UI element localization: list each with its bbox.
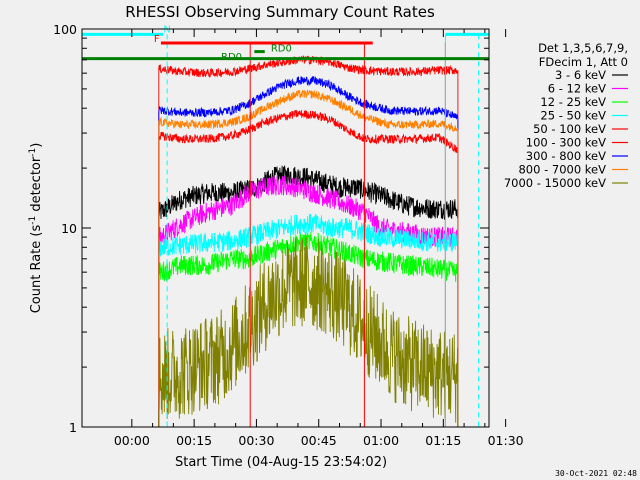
y-tick-label: 100 <box>53 22 77 37</box>
y-tick-label: 10 <box>61 221 77 236</box>
y-axis-label-main: Count Rate (s <box>29 225 44 314</box>
y-axis-label: Count Rate (s-1 detector-1) <box>28 143 44 314</box>
x-axis-label: Start Time (04-Aug-15 23:54:02) <box>175 455 387 470</box>
legend-header-line-2: FDecim 1, Att 0 <box>539 55 628 69</box>
flag-label-n-1: N <box>163 25 170 36</box>
y-axis-label-mid: detector <box>29 156 44 216</box>
series-line-25-50-kev <box>158 213 459 427</box>
x-tick-label: 00:00 <box>114 433 150 448</box>
x-tick-label: 00:45 <box>301 433 337 448</box>
legend-label-3-6-kev: 3 - 6 keV <box>555 68 606 82</box>
x-tick-label: 01:30 <box>488 433 524 448</box>
legend-label-50-100-kev: 50 - 100 keV <box>533 122 606 136</box>
legend-label-300-800-kev: 300 - 800 keV <box>526 149 606 163</box>
series-line-50-100-kev <box>158 109 459 427</box>
x-tick-label: 00:15 <box>176 433 212 448</box>
series-line-12-25-kev <box>158 231 459 427</box>
series-line-7000-15000-kev <box>158 236 459 427</box>
x-tick-label: 01:00 <box>363 433 399 448</box>
axis-ticks: 00:00 00:15 00:30 00:45 01:00 01:15 01:30 1 10 10… <box>53 22 524 448</box>
y-axis-label-exp2: -1 <box>28 148 38 157</box>
flag-label-rd0-3: RD0 <box>271 44 292 55</box>
y-axis-label-end: ) <box>29 143 44 148</box>
y-tick-label: 1 <box>69 420 77 435</box>
legend-label-800-7000-kev: 800 - 7000 keV <box>518 163 606 177</box>
x-tick-label: 00:30 <box>238 433 274 448</box>
flag-label-f-2: F <box>154 34 160 45</box>
legend-label-100-300-kev: 100 - 300 keV <box>526 136 606 150</box>
flag-label-rd0-4: RD0 <box>221 52 242 63</box>
x-tick-label: 01:15 <box>425 433 461 448</box>
series-line-3-6-kev <box>158 165 459 427</box>
render-timestamp: 30-Oct-2021 02:48 <box>555 469 637 478</box>
legend: Det 1,3,5,6,7,9, FDecim 1, Att 0 3 - 6 k… <box>504 41 628 190</box>
y-axis-label-exp: -1 <box>28 216 38 225</box>
legend-label-25-50-kev: 25 - 50 keV <box>540 109 606 123</box>
legend-label-12-25-kev: 12 - 25 keV <box>540 95 606 109</box>
flags-layer: NF RD0 RD0 <box>82 25 489 427</box>
series-line-800-7000-kev <box>158 89 459 427</box>
legend-label-6-12-kev: 6 - 12 keV <box>548 82 606 96</box>
legend-label-7000-15000-kev: 7000 - 15000 keV <box>504 176 606 190</box>
legend-header-line-1: Det 1,3,5,6,7,9, <box>538 41 628 55</box>
series-line-300-800-kev <box>158 75 459 427</box>
chart-title: RHESSI Observing Summary Count Rates <box>125 3 435 21</box>
